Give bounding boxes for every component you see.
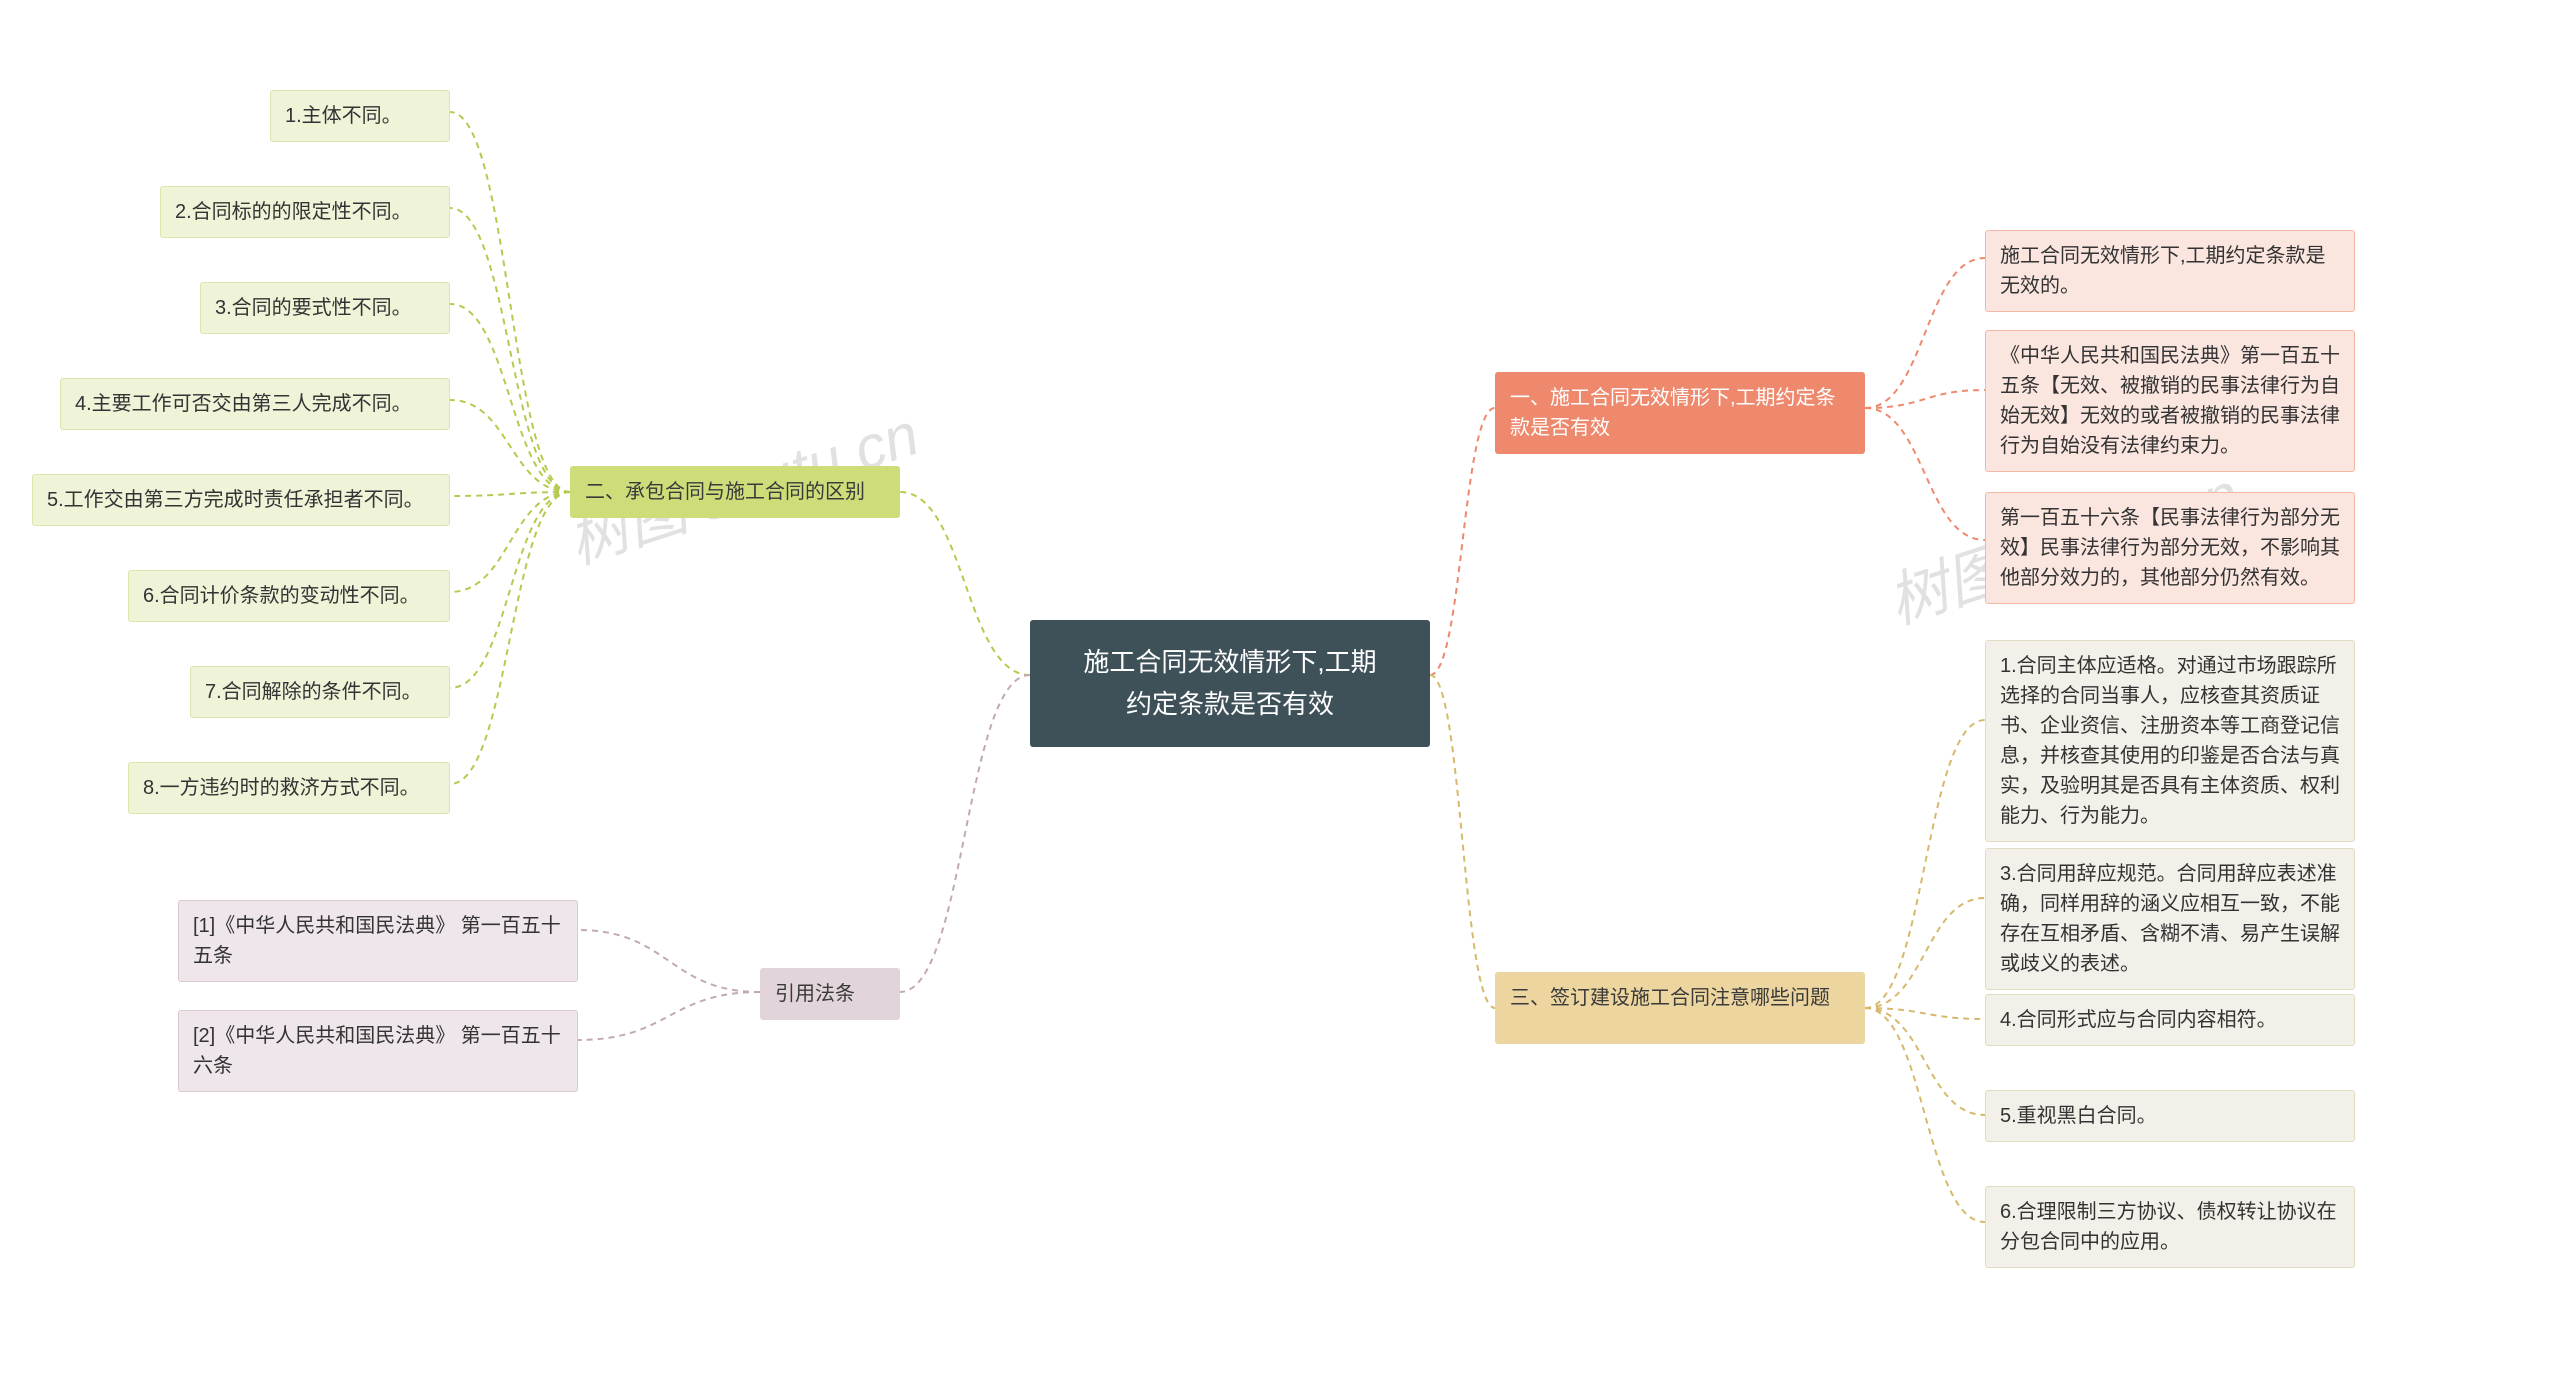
leaf-b2-0: 1.主体不同。 [270, 90, 450, 142]
leaf-b1-1: 《中华人民共和国民法典》第一百五十五条【无效、被撤销的民事法律行为自始无效】无效… [1985, 330, 2355, 472]
branch-b1: 一、施工合同无效情形下,工期约定条款是否有效 [1495, 372, 1865, 454]
leaf-b3-0: 1.合同主体应适格。对通过市场跟踪所选择的合同当事人，应核查其资质证书、企业资信… [1985, 640, 2355, 842]
leaf-b1-2: 第一百五十六条【民事法律行为部分无效】民事法律行为部分无效，不影响其他部分效力的… [1985, 492, 2355, 604]
leaf-b3-4: 6.合理限制三方协议、债权转让协议在分包合同中的应用。 [1985, 1186, 2355, 1268]
branch-b2: 二、承包合同与施工合同的区别 [570, 466, 900, 518]
branch-b4: 引用法条 [760, 968, 900, 1020]
leaf-b2-1: 2.合同标的的限定性不同。 [160, 186, 450, 238]
leaf-b4-1: [2]《中华人民共和国民法典》 第一百五十六条 [178, 1010, 578, 1092]
leaf-b2-7: 8.一方违约时的救济方式不同。 [128, 762, 450, 814]
leaf-b2-3: 4.主要工作可否交由第三人完成不同。 [60, 378, 450, 430]
leaf-b3-3: 5.重视黑白合同。 [1985, 1090, 2355, 1142]
leaf-b2-5: 6.合同计价条款的变动性不同。 [128, 570, 450, 622]
branch-b3: 三、签订建设施工合同注意哪些问题 [1495, 972, 1865, 1044]
leaf-b3-2: 4.合同形式应与合同内容相符。 [1985, 994, 2355, 1046]
center-topic: 施工合同无效情形下,工期约定条款是否有效 [1030, 620, 1430, 747]
mindmap-canvas: 树图 shutu.cn树图 shutu.cn施工合同无效情形下,工期约定条款是否… [0, 0, 2560, 1379]
leaf-b1-0: 施工合同无效情形下,工期约定条款是无效的。 [1985, 230, 2355, 312]
leaf-b2-4: 5.工作交由第三方完成时责任承担者不同。 [32, 474, 450, 526]
leaf-b4-0: [1]《中华人民共和国民法典》 第一百五十五条 [178, 900, 578, 982]
leaf-b3-1: 3.合同用辞应规范。合同用辞应表述准确，同样用辞的涵义应相互一致，不能存在互相矛… [1985, 848, 2355, 990]
leaf-b2-6: 7.合同解除的条件不同。 [190, 666, 450, 718]
leaf-b2-2: 3.合同的要式性不同。 [200, 282, 450, 334]
